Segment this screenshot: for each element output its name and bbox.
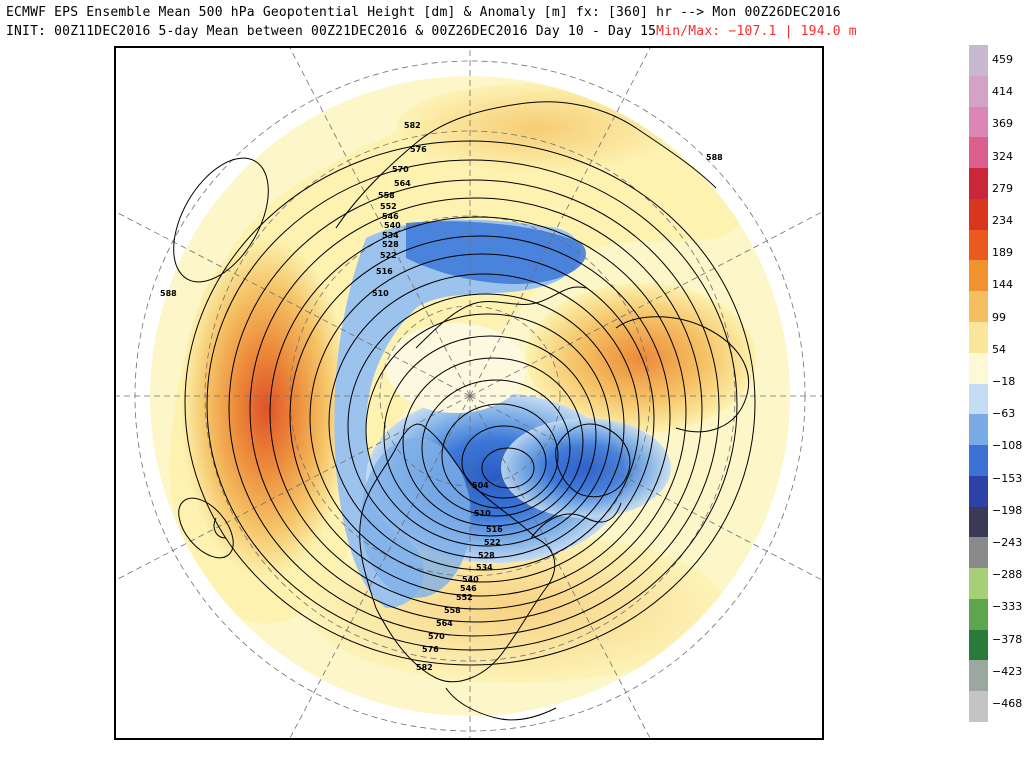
colorbar-tick-label: −468 — [992, 697, 1023, 710]
colorbar-tick-label: 189 — [992, 246, 1013, 260]
colorbar-swatch — [969, 352, 988, 384]
contour-label: 522 — [484, 538, 501, 547]
colorbar-swatch — [969, 629, 988, 661]
contour-label: 588 — [160, 289, 177, 298]
contour-label: 582 — [404, 121, 421, 130]
colorbar-tick-label: −378 — [992, 632, 1023, 646]
colorbar-tick-label: −288 — [992, 568, 1023, 582]
colorbar-swatch — [969, 106, 988, 138]
chart-title: ECMWF EPS Ensemble Mean 500 hPa Geopoten… — [6, 5, 841, 20]
colorbar-swatch — [969, 598, 988, 631]
colorbar-swatch — [969, 168, 988, 200]
contour-label: 528 — [478, 551, 495, 560]
colorbar-tick-label: 54 — [992, 342, 1006, 356]
colorbar-tick-label: −108 — [992, 439, 1023, 453]
colorbar-swatch — [969, 568, 988, 600]
contour-label: 588 — [706, 153, 723, 162]
colorbar-tick-label: −333 — [992, 600, 1023, 614]
colorbar-tick-label: 144 — [992, 278, 1013, 292]
colorbar-tick-label: 99 — [992, 310, 1006, 324]
colorbar-tick-label: −153 — [992, 471, 1023, 485]
contour-label: 576 — [422, 645, 439, 654]
colorbar-tick-label: 324 — [992, 149, 1013, 163]
contour-label: 558 — [378, 191, 395, 200]
contour-label: 540 — [384, 221, 401, 230]
contour-labels: 582 576 570 564 558 552 546 540 534 528 … — [160, 121, 723, 672]
contour-label: 516 — [376, 267, 393, 276]
min-max-readout: Min/Max: −107.1 | 194.0 m — [656, 24, 857, 39]
colorbar-tick-label: −63 — [992, 407, 1016, 421]
colorbar-tick-label: 279 — [992, 181, 1013, 195]
colorbar-swatch — [969, 414, 988, 446]
chart-subtitle: INIT: 00Z11DEC2016 5-day Mean between 00… — [6, 24, 857, 39]
colorbar-swatch — [969, 506, 988, 538]
colorbar-swatch — [969, 260, 988, 292]
colorbar-swatch — [969, 45, 988, 77]
contour-label: 564 — [394, 179, 411, 188]
colorbar-tick-label: 234 — [992, 214, 1013, 227]
contour-label: 516 — [486, 525, 503, 534]
polar-stereographic-map[interactable]: 582 576 570 564 558 552 546 540 534 528 … — [114, 46, 824, 740]
contour-label: 558 — [444, 606, 461, 615]
colorbar-swatch — [969, 137, 988, 169]
colorbar-swatch — [969, 198, 988, 231]
contour-label: 570 — [428, 632, 445, 641]
map-canvas[interactable]: 582 576 570 564 558 552 546 540 534 528 … — [116, 48, 822, 738]
colorbar-tick-label: −423 — [992, 664, 1023, 678]
contour-label: 552 — [380, 202, 397, 211]
colorbar-swatch — [969, 691, 988, 723]
contour-label: 540 — [462, 575, 479, 584]
contour-label: 522 — [380, 251, 397, 260]
contour-label: 510 — [372, 289, 389, 298]
colorbar-swatch — [969, 537, 988, 569]
contour-label: 528 — [382, 240, 399, 249]
contour-label: 552 — [456, 593, 473, 602]
contour-label: 546 — [460, 584, 477, 593]
colorbar-swatch — [969, 445, 988, 477]
contour-label: 504 — [472, 481, 489, 490]
contour-label: 534 — [382, 231, 399, 240]
colorbar-tick-label: 414 — [992, 85, 1013, 99]
contour-label: 582 — [416, 663, 433, 672]
colorbar-tick-label: −243 — [992, 536, 1023, 549]
contour-label: 510 — [474, 509, 491, 518]
contour-label: 570 — [392, 165, 409, 174]
colorbar-tick-label: 459 — [992, 53, 1013, 66]
colorbar-tick-label: −198 — [992, 503, 1023, 517]
contour-label: 576 — [410, 145, 427, 154]
colorbar-swatch — [969, 475, 988, 508]
colorbar-swatch — [969, 660, 988, 692]
init-info: INIT: 00Z11DEC2016 5-day Mean between 00… — [6, 24, 657, 39]
graticule — [116, 48, 822, 738]
colorbar-swatch — [969, 321, 988, 354]
contour-label: 534 — [476, 563, 493, 572]
anomaly-colorbar — [969, 45, 988, 723]
height-contours — [173, 140, 756, 666]
colorbar-swatch — [969, 75, 988, 108]
colorbar-swatch — [969, 383, 988, 415]
contour-label: 564 — [436, 619, 453, 628]
colorbar-swatch — [969, 291, 988, 323]
contour-label: 546 — [382, 212, 399, 221]
colorbar-tick-label: 369 — [992, 117, 1013, 131]
colorbar-tick-label: −18 — [992, 375, 1016, 388]
colorbar-swatch — [969, 229, 988, 261]
